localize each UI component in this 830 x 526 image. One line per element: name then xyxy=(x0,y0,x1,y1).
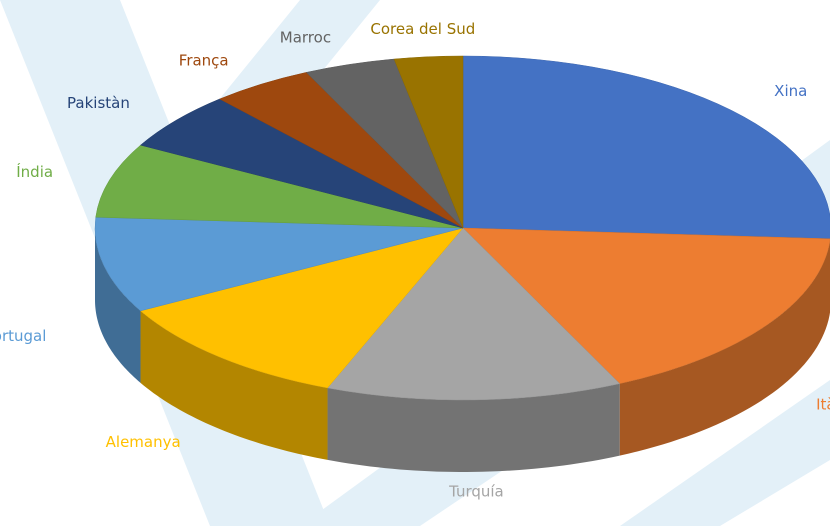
slice-label: Alemanya xyxy=(106,433,181,451)
slice-side xyxy=(95,228,141,383)
slice xyxy=(327,227,621,401)
slice-label: Pakistàn xyxy=(67,94,130,112)
slice-label: França xyxy=(179,52,229,70)
stripe xyxy=(620,380,830,526)
slice xyxy=(393,55,464,229)
slice xyxy=(139,227,464,389)
slice-side xyxy=(140,310,328,460)
slice-label: Portugal xyxy=(0,327,46,345)
slice xyxy=(94,216,464,312)
slice-label: Xina xyxy=(774,82,807,100)
slice-side xyxy=(327,383,620,472)
slice-tops xyxy=(94,55,830,401)
slice-label: Turquía xyxy=(448,483,504,501)
slice-sides xyxy=(95,228,830,472)
slice xyxy=(462,227,830,384)
slice-label: Itàlia xyxy=(816,395,830,413)
slice-side xyxy=(619,240,830,456)
slice xyxy=(95,144,464,229)
slice-label: Corea del Sud xyxy=(370,20,475,38)
slice-label: Índia xyxy=(16,162,53,181)
slice-label: Marroc xyxy=(280,29,331,47)
slice xyxy=(462,55,830,240)
